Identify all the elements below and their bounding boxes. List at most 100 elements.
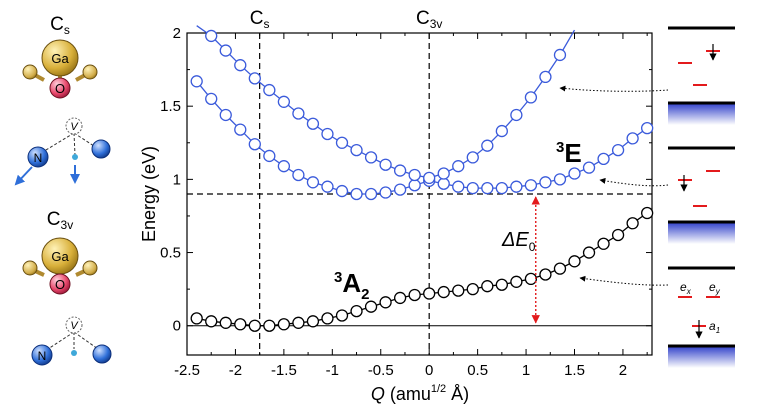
n-atom-label: N	[34, 151, 43, 165]
series-3e-lower	[190, 75, 654, 201]
state-label-3e: 3E	[556, 138, 582, 168]
conduction-band	[668, 222, 735, 244]
displacement-arrow	[14, 166, 33, 186]
data-point	[321, 127, 334, 141]
orbital-diagram-upper	[668, 26, 735, 125]
y-axis-label: Energy (eV)	[139, 146, 159, 242]
data-point	[379, 296, 392, 309]
data-point	[263, 319, 276, 332]
state-label-3a2: 3A2	[334, 268, 369, 303]
neighbor-atom	[71, 350, 77, 356]
bond	[44, 331, 75, 352]
data-point	[379, 158, 392, 171]
series-layer	[190, 25, 654, 332]
data-point	[321, 180, 334, 193]
data-point	[393, 183, 407, 196]
data-point	[335, 184, 349, 198]
x-tick-label: -1.5	[271, 362, 297, 379]
n-atom	[27, 146, 49, 168]
x-tick-label: -2.5	[174, 362, 200, 379]
o-atom-label: O	[55, 277, 65, 292]
data-point	[350, 304, 363, 318]
data-point	[277, 160, 291, 173]
neighbor-atom	[72, 154, 78, 160]
data-point	[292, 107, 305, 120]
x-tick-label: 0.5	[467, 362, 488, 379]
data-point	[306, 176, 320, 189]
x-tick-label: 2	[619, 362, 627, 379]
neighbor-atom	[92, 344, 112, 364]
delta-e-label: ΔE0	[501, 229, 536, 254]
ga-atom-label: Ga	[51, 51, 69, 66]
data-point	[553, 48, 567, 62]
data-point	[452, 180, 465, 193]
pointer-arrow	[599, 177, 669, 187]
data-point	[481, 181, 494, 195]
data-point	[510, 108, 523, 122]
annotations: 3E 3A2 ΔE0	[334, 138, 582, 324]
data-point	[481, 280, 494, 293]
ga-neighbor-atom	[82, 260, 98, 276]
data-point	[582, 246, 596, 259]
y-tick-label: 1	[173, 171, 181, 188]
data-point	[626, 217, 639, 230]
data-point	[423, 287, 436, 300]
data-point	[219, 108, 232, 122]
data-point	[248, 72, 261, 85]
data-point	[466, 151, 479, 164]
ga-atom	[41, 39, 79, 77]
data-point	[539, 176, 552, 189]
data-point	[510, 180, 523, 193]
orbital-diagrams: ex ey a1	[559, 26, 735, 368]
data-point	[350, 143, 363, 157]
data-point	[553, 173, 567, 186]
data-point	[408, 288, 421, 302]
o-atom-label: O	[55, 81, 65, 96]
x-tick-label: 1	[522, 362, 530, 379]
data-point	[190, 75, 203, 88]
data-point	[437, 285, 450, 299]
data-point	[292, 316, 305, 329]
data-point	[568, 167, 581, 180]
data-point	[495, 124, 508, 138]
y-tick-label: 0.5	[160, 245, 181, 262]
data-point	[408, 179, 421, 192]
bond	[73, 331, 99, 350]
data-point	[205, 92, 218, 106]
symmetry-labels: Cs C3v	[250, 8, 443, 31]
data-point	[641, 206, 654, 220]
x-axis-label: Q (amu1/2 Å)	[371, 383, 469, 404]
data-point	[205, 29, 218, 43]
data-point	[611, 143, 625, 157]
data-point	[408, 168, 421, 182]
orbital-label-ey: ey	[709, 280, 721, 296]
data-point	[423, 171, 436, 185]
ga-neighbor-atom	[22, 64, 38, 80]
data-point	[524, 179, 538, 192]
data-point	[248, 319, 261, 332]
x-tick-label: -1	[326, 362, 339, 379]
o-atom	[49, 77, 71, 99]
ga-atom-label: Ga	[51, 249, 69, 264]
bond	[73, 132, 76, 156]
data-point	[364, 300, 378, 313]
n-atom	[31, 344, 53, 366]
symmetry-label: C3v	[416, 8, 442, 31]
data-point	[539, 268, 552, 281]
data-point	[611, 228, 625, 242]
data-point	[306, 117, 320, 130]
data-point	[597, 152, 610, 166]
data-point	[219, 44, 232, 57]
data-point	[364, 151, 378, 164]
x-tick-label: -2	[229, 362, 242, 379]
data-point	[568, 255, 581, 268]
vacancy-label: V	[70, 121, 79, 133]
data-point	[466, 282, 479, 296]
data-point	[597, 237, 610, 250]
orbital-label-ex: ex	[680, 280, 692, 296]
series-3e-upper	[196, 25, 576, 185]
symmetry-label: Cs	[250, 8, 270, 31]
data-point	[466, 181, 479, 195]
data-point	[510, 275, 523, 288]
